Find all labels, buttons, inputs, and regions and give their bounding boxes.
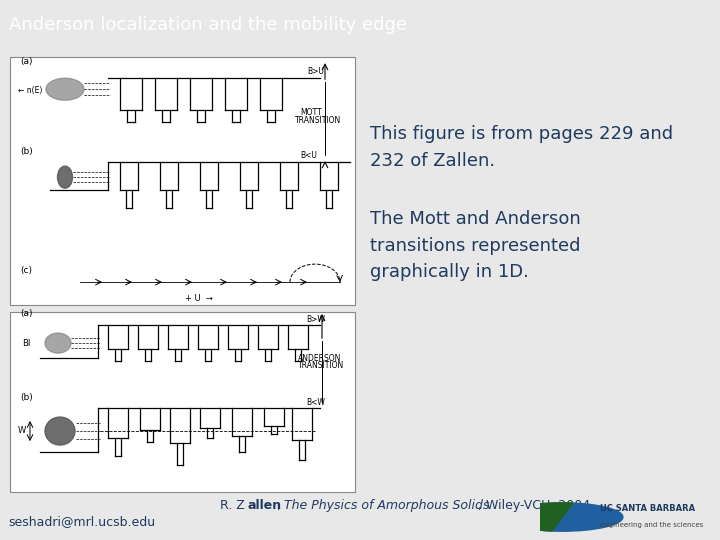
Text: , Wiley-VCH, 2004.: , Wiley-VCH, 2004. <box>478 499 594 512</box>
Text: B<U: B<U <box>300 151 317 160</box>
Ellipse shape <box>58 166 73 188</box>
Text: R. Z: R. Z <box>220 499 245 512</box>
Text: (a): (a) <box>20 57 32 66</box>
Text: UC SANTA BARBARA: UC SANTA BARBARA <box>600 504 696 512</box>
Text: allen: allen <box>248 499 282 512</box>
Text: B<W: B<W <box>306 398 325 407</box>
Bar <box>10 312 355 492</box>
Text: W: W <box>18 426 26 435</box>
Bar <box>10 57 355 305</box>
Text: ,: , <box>277 499 284 512</box>
Text: TRANSITION: TRANSITION <box>295 116 341 125</box>
Text: B>W: B>W <box>306 315 325 324</box>
Text: The Physics of Amorphous Solids: The Physics of Amorphous Solids <box>284 499 490 512</box>
Text: engineering and the sciences: engineering and the sciences <box>600 522 703 528</box>
Ellipse shape <box>46 78 84 100</box>
Ellipse shape <box>45 333 71 353</box>
Text: (a): (a) <box>20 309 32 318</box>
Text: seshadri@mrl.ucsb.edu: seshadri@mrl.ucsb.edu <box>8 515 155 528</box>
Text: (c): (c) <box>20 266 32 275</box>
Text: B>U: B>U <box>307 67 324 76</box>
Text: MOTT: MOTT <box>300 108 322 117</box>
Text: Anderson localization and the mobility edge: Anderson localization and the mobility e… <box>9 16 407 34</box>
Text: ← n(E): ← n(E) <box>18 86 42 94</box>
Text: This figure is from pages 229 and
232 of Zallen.: This figure is from pages 229 and 232 of… <box>370 125 673 170</box>
Text: ANDERSON: ANDERSON <box>298 354 341 363</box>
Text: TRANSITION: TRANSITION <box>298 361 344 370</box>
Circle shape <box>502 503 623 531</box>
Ellipse shape <box>45 417 75 445</box>
Text: BI: BI <box>22 339 30 348</box>
Text: (b): (b) <box>20 393 32 402</box>
Text: (b): (b) <box>20 147 32 156</box>
Wedge shape <box>502 503 573 531</box>
Text: + U  →: + U → <box>185 294 213 303</box>
Text: The Mott and Anderson
transitions represented
graphically in 1D.: The Mott and Anderson transitions repres… <box>370 210 581 281</box>
